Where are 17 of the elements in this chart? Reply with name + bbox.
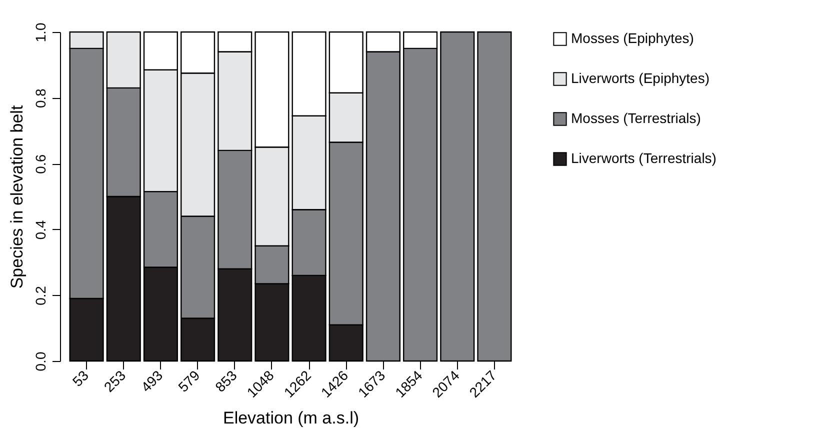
legend-label: Liverworts (Epiphytes) [571,70,710,86]
x-tick-label: 493 [138,366,166,395]
y-axis-title: Species in elevation belt [8,105,26,289]
legend-label: Mosses (Epiphytes) [571,30,694,46]
y-tick-label: 0.0 [32,352,48,372]
legend-label: Mosses (Terrestrials) [571,110,701,126]
x-tick-label: 253 [100,366,129,395]
legend-label: Liverworts (Terrestrials) [571,150,716,166]
y-tick-label: 0.2 [32,286,48,306]
y-tick-label: 0.8 [32,88,48,108]
x-tick-label: 53 [69,366,92,390]
y-tick-label: 0.4 [32,220,48,240]
x-tick-label: 853 [212,366,240,395]
x-axis-title: Elevation (m a.s.l) [222,408,360,428]
y-tick-label: 1.0 [32,22,48,42]
y-tick-label: 0.6 [32,154,48,174]
x-tick-label: 579 [174,366,203,395]
